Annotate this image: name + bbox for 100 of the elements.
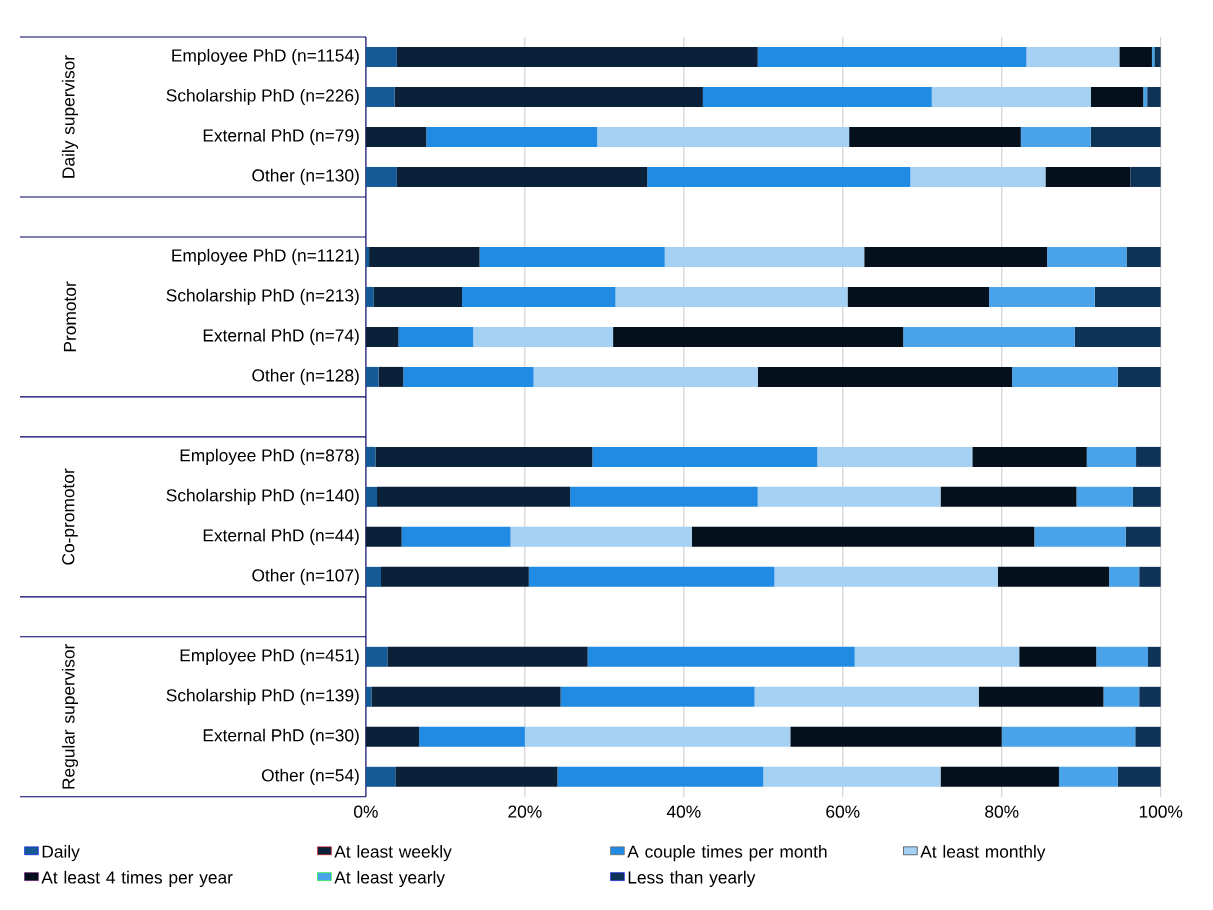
y-tick-label: Scholarship PhD (n=139) [166, 688, 359, 706]
x-tick-label: 40% [666, 805, 701, 818]
bar [396, 47, 758, 68]
bar [972, 447, 1087, 467]
legend-label: Daily [42, 845, 80, 862]
bar [1094, 287, 1161, 308]
bar [365, 726, 420, 747]
bar [365, 766, 396, 787]
bar [479, 247, 665, 268]
bar [817, 447, 973, 467]
y-tick-label: Other (n=54) [261, 768, 359, 785]
bar [989, 287, 1095, 308]
bar [702, 87, 932, 108]
bar [1076, 487, 1133, 507]
bar [613, 327, 904, 348]
bar [1019, 646, 1097, 667]
bar [426, 127, 598, 148]
bar [1139, 566, 1161, 587]
bar [381, 566, 529, 587]
bar [533, 367, 758, 388]
bar [1132, 487, 1161, 507]
bar [1001, 726, 1136, 747]
bar [847, 287, 990, 308]
bar [754, 686, 979, 707]
legend-label: A couple times per month [627, 845, 827, 862]
bar [1136, 447, 1161, 467]
bar [473, 327, 614, 348]
bar [394, 87, 703, 108]
bar [587, 646, 855, 667]
bar [849, 127, 1021, 148]
bar [1012, 367, 1118, 388]
bar [1125, 526, 1161, 547]
legend-label: At least monthly [920, 845, 1046, 862]
y-tick-label: Other (n=107) [252, 568, 359, 586]
bar [1103, 686, 1140, 707]
bar [373, 287, 463, 308]
y-tick-label: External PhD (n=74) [203, 328, 359, 346]
bar [401, 526, 511, 547]
y-tick-label: Other (n=130) [252, 169, 359, 186]
bar [1020, 127, 1091, 148]
bar [396, 167, 648, 188]
bar [774, 566, 998, 587]
bar [365, 87, 395, 108]
bar [1119, 47, 1152, 68]
bar [365, 287, 374, 308]
y-tick-label: Employee PhD (n=878) [180, 448, 359, 466]
y-tick-label: External PhD (n=44) [203, 528, 359, 546]
bar [615, 287, 848, 308]
bar [1126, 247, 1161, 268]
bar [524, 726, 791, 747]
bar [757, 367, 1013, 388]
bar [378, 367, 404, 388]
bar [365, 646, 388, 667]
bar [1026, 47, 1120, 68]
bar [395, 766, 558, 787]
y-tick-label: Employee PhD (n=1154) [172, 49, 359, 66]
y-tick-label: Scholarship PhD (n=226) [166, 89, 359, 106]
bar [940, 766, 1059, 787]
bar [419, 726, 525, 747]
bar [1130, 167, 1161, 188]
bar [369, 247, 480, 268]
bar [757, 487, 941, 507]
bar [1074, 327, 1161, 348]
bar [592, 447, 818, 467]
bar [365, 247, 370, 268]
bar [557, 766, 764, 787]
bar [365, 566, 381, 587]
bar [1135, 726, 1161, 747]
bar [1109, 566, 1140, 587]
y-tick-label: Employee PhD (n=1121) [172, 248, 359, 266]
x-tick-label: 60% [826, 805, 860, 818]
bar [763, 766, 941, 787]
bar [1047, 247, 1127, 268]
bar [691, 526, 1035, 547]
text: Daily supervisor [61, 55, 79, 178]
bar [570, 487, 758, 507]
bar [365, 167, 397, 188]
bar [1045, 167, 1131, 188]
bar [462, 287, 616, 308]
y-tick-label: Scholarship PhD (n=213) [166, 288, 359, 306]
bar [1147, 87, 1161, 108]
bar [365, 47, 397, 68]
legend-label: At least yearly [334, 870, 445, 888]
bar [978, 686, 1104, 707]
bar [1090, 87, 1144, 108]
x-tick-label: 20% [508, 805, 542, 818]
bar [790, 726, 1002, 747]
bar [560, 686, 755, 707]
bar [757, 47, 1027, 68]
bar [1147, 646, 1161, 667]
bar [371, 686, 561, 707]
y-tick-label: External PhD (n=30) [203, 728, 359, 746]
bar [1117, 766, 1161, 787]
bar [910, 167, 1046, 188]
bar [664, 247, 865, 268]
bar [398, 327, 474, 348]
legend-label: Less than yearly [628, 870, 756, 888]
bar [1139, 686, 1161, 707]
bar [365, 686, 372, 707]
bar [387, 646, 588, 667]
